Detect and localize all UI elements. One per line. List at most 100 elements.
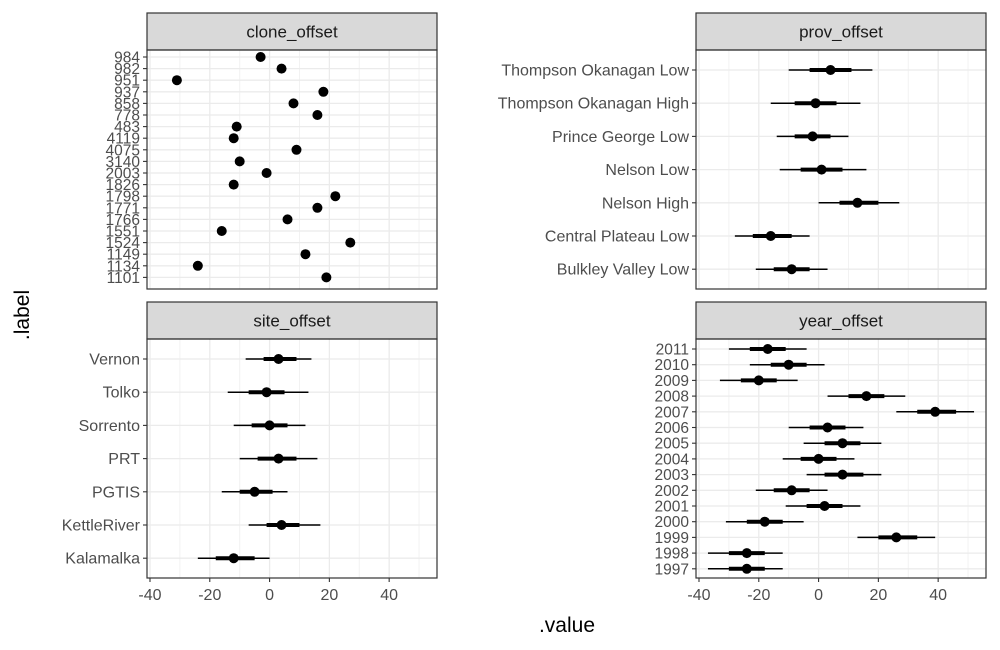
point-estimate <box>192 260 203 271</box>
facet-strip-label: clone_offset <box>246 23 338 42</box>
point-estimate <box>330 191 341 202</box>
x-tick-label: 20 <box>869 587 887 604</box>
point-estimate <box>228 133 239 144</box>
point-estimate <box>228 553 239 564</box>
point-estimate <box>762 344 773 354</box>
point-estimate <box>765 231 776 241</box>
point-estimate <box>816 164 827 175</box>
point-estimate <box>786 264 797 275</box>
x-axis-title: .value <box>539 614 595 637</box>
point-estimate <box>345 237 356 248</box>
x-tick-label: -40 <box>138 587 161 604</box>
y-tick-label: 2008 <box>655 389 689 406</box>
y-tick-label: 2005 <box>655 436 689 453</box>
point-estimate <box>171 75 182 86</box>
point-estimate <box>261 387 272 398</box>
y-tick-label: PRT <box>108 451 140 468</box>
point-estimate <box>291 144 302 155</box>
y-tick-label: 4075 <box>106 142 140 159</box>
y-tick-label: Thompson Okanagan High <box>498 96 689 113</box>
point-estimate <box>810 98 821 109</box>
y-tick-label: 2009 <box>655 373 689 390</box>
point-estimate <box>312 202 323 213</box>
y-tick-label: Thompson Okanagan Low <box>501 63 689 80</box>
y-tick-label: PGTIS <box>92 484 140 501</box>
y-tick-label: 951 <box>114 73 140 90</box>
point-estimate <box>759 516 770 527</box>
panel-site_offset: site_offset Vernon Tolko Sorrento PRT PGTIS Ke… <box>62 301 438 604</box>
point-estimate <box>249 486 260 497</box>
y-tick-label: 1551 <box>106 224 140 241</box>
panel-border <box>695 49 987 290</box>
point-estimate <box>300 249 311 260</box>
y-tick-label: 778 <box>114 108 140 125</box>
x-tick-label: 0 <box>814 587 823 604</box>
point-estimate <box>741 548 752 559</box>
y-tick-label: 1998 <box>655 546 689 563</box>
point-estimate <box>312 110 323 120</box>
x-tick-label: 40 <box>380 587 398 604</box>
y-tick-label: 1524 <box>106 235 141 252</box>
y-tick-label: 2002 <box>655 483 689 500</box>
y-tick-label: KettleRiver <box>62 518 141 535</box>
y-tick-label: Kalamalka <box>65 551 140 568</box>
point-estimate <box>930 406 941 417</box>
point-estimate <box>321 272 332 283</box>
point-estimate <box>234 156 245 167</box>
y-tick-label: 982 <box>114 61 140 78</box>
y-tick-label: Sorrento <box>79 418 140 435</box>
facet-strip <box>146 12 438 51</box>
y-tick-label: 2006 <box>655 420 689 437</box>
point-estimate <box>261 168 272 178</box>
y-tick-label: 1766 <box>106 212 140 229</box>
panel-prov_offset: prov_offset Thompson Okanagan Low Thompson… <box>498 12 987 290</box>
y-tick-label: 483 <box>114 119 140 136</box>
point-estimate <box>786 485 797 496</box>
y-tick-label: 1826 <box>106 177 140 194</box>
point-estimate <box>891 532 902 543</box>
point-estimate <box>819 501 830 511</box>
point-estimate <box>276 63 287 74</box>
y-tick-label: 1134 <box>107 258 141 275</box>
point-estimate <box>837 438 848 449</box>
point-estimate <box>255 52 266 62</box>
y-tick-label: Nelson Low <box>605 162 689 179</box>
y-tick-label: 2011 <box>656 342 689 359</box>
y-tick-label: 2001 <box>655 499 689 516</box>
panel-border <box>146 338 438 579</box>
y-tick-label: 2000 <box>655 514 690 531</box>
y-tick-label: 1771 <box>106 200 140 217</box>
point-estimate <box>216 226 227 236</box>
y-axis-title: .label <box>11 290 34 340</box>
facet-strip <box>695 12 987 51</box>
x-tick-label: -20 <box>747 587 770 604</box>
point-estimate <box>822 422 833 433</box>
y-tick-label: Tolko <box>103 385 140 402</box>
x-tick-label: 40 <box>929 587 947 604</box>
y-tick-label: Vernon <box>89 352 140 369</box>
y-tick-label: 1798 <box>106 189 140 206</box>
y-tick-label: 984 <box>114 50 140 67</box>
y-tick-label: Nelson High <box>602 195 689 212</box>
y-tick-label: 2007 <box>655 404 689 421</box>
facet-strip-label: prov_offset <box>799 23 883 42</box>
point-estimate <box>783 359 794 370</box>
facet-strip-label: site_offset <box>253 312 330 331</box>
point-estimate <box>861 391 872 402</box>
y-tick-label: 2010 <box>655 357 690 374</box>
y-tick-label: 4119 <box>107 131 140 148</box>
facet-strip <box>695 301 987 340</box>
x-tick-label: -40 <box>687 587 710 604</box>
y-tick-label: Central Plateau Low <box>545 229 690 246</box>
point-estimate <box>264 420 275 431</box>
y-tick-label: Bulkley Valley Low <box>557 262 690 279</box>
y-tick-label: 858 <box>114 96 140 113</box>
x-tick-label: -20 <box>198 587 221 604</box>
y-tick-label: 1999 <box>655 530 689 547</box>
panel-year_offset: year_offset20112010200920082007200620052… <box>655 301 987 604</box>
panel-border <box>146 49 438 290</box>
y-tick-label: 1149 <box>107 247 140 264</box>
point-estimate <box>741 563 752 574</box>
y-tick-label: 3140 <box>106 154 141 171</box>
